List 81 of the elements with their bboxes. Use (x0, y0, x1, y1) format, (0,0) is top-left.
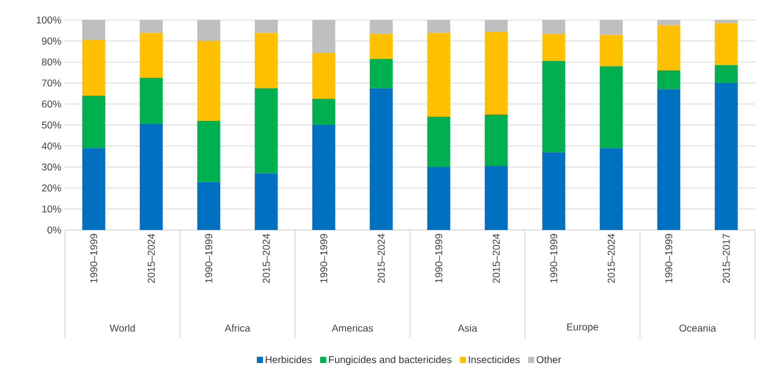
y-tick-label: 30% (42, 163, 62, 171)
y-tick-label: 10% (42, 205, 62, 213)
bar (140, 124, 163, 230)
bar (600, 66, 623, 148)
bar (197, 120, 220, 182)
bar (82, 96, 106, 148)
y-tick-label: 20% (42, 184, 62, 192)
text: Oceania (679, 324, 716, 332)
bar (427, 167, 450, 230)
y-tick-label: 50% (42, 121, 62, 129)
x-tick-label: 1990–1999 (665, 234, 672, 283)
text: Americas (332, 324, 373, 332)
bar (714, 65, 738, 83)
bar (427, 20, 450, 33)
text: Asia (458, 324, 478, 332)
x-tick-label: 1990–1999 (205, 234, 212, 283)
legend-label: Insecticides (468, 356, 520, 364)
x-tick-label: 2015–2024 (262, 234, 270, 283)
legend-label: Fungicides and bactericides (329, 356, 452, 366)
bar (82, 40, 106, 96)
bar (140, 78, 163, 124)
bar (254, 88, 278, 174)
bar (140, 32, 163, 78)
text: World (110, 324, 135, 332)
bar (370, 20, 393, 34)
bar (370, 88, 393, 230)
bar (657, 25, 680, 70)
bar (427, 116, 450, 167)
y-tick-label: 90% (42, 37, 62, 45)
x-tick-label: 1990–1999 (90, 234, 98, 283)
text: Europe (567, 324, 598, 332)
bar (312, 125, 336, 230)
y-tick-label: 40% (42, 142, 62, 150)
bar (714, 20, 738, 24)
bar (197, 182, 220, 230)
bar (82, 148, 106, 230)
bar (312, 98, 336, 125)
bar (714, 23, 738, 66)
bar (600, 34, 623, 66)
bar (600, 20, 623, 35)
legend-label: Other (536, 356, 562, 364)
bar (484, 166, 508, 230)
bar (312, 20, 336, 53)
bar (370, 34, 393, 59)
legend-label: Herbicides (266, 356, 312, 364)
bar (657, 89, 680, 230)
x-tick-label: 2015–2024 (378, 234, 385, 283)
bar (542, 152, 566, 230)
y-tick-label: 60% (42, 100, 62, 108)
bar (370, 58, 393, 88)
x-tick-label: 1990–1999 (320, 234, 328, 283)
y-tick-label: 70% (42, 79, 62, 87)
x-tick-label: 2015–2017 (722, 234, 730, 283)
bar (484, 114, 508, 166)
bar (542, 60, 566, 152)
bar (542, 20, 566, 34)
bar (254, 32, 278, 88)
bar (197, 20, 220, 41)
y-tick-label: 100% (36, 16, 62, 24)
bar (312, 52, 336, 99)
bar (657, 20, 680, 26)
x-tick-label: 2015–2024 (492, 234, 500, 283)
y-tick-label: 80% (42, 58, 62, 66)
bar (254, 20, 278, 33)
bar (197, 41, 220, 121)
bar (657, 70, 680, 90)
text: Africa (224, 324, 250, 332)
x-tick-label: 1990–1999 (550, 234, 558, 283)
bar (82, 20, 106, 40)
x-tick-label: 1990–1999 (435, 234, 442, 283)
bar (427, 32, 450, 117)
bar (714, 83, 738, 230)
bar (600, 148, 623, 230)
bar (542, 34, 566, 61)
y-tick-label: 0% (47, 226, 62, 234)
bar (140, 20, 163, 33)
bar (484, 32, 508, 114)
x-tick-label: 2015–2024 (148, 234, 155, 283)
x-tick-label: 2015–2024 (608, 234, 615, 283)
bar (254, 173, 278, 230)
bar (484, 20, 508, 32)
